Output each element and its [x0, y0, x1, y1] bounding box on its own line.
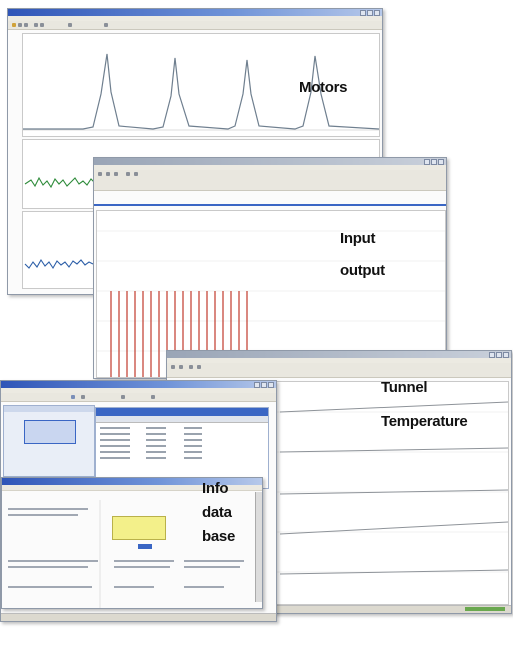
temp-trace-4 [279, 521, 508, 535]
noise-plot-svg-1 [24, 176, 104, 189]
toolbar-icon[interactable] [171, 365, 175, 369]
toolbar-icon[interactable] [98, 172, 102, 176]
status-indicator [465, 607, 505, 611]
table-columns [96, 416, 268, 423]
toolbar-icon[interactable] [151, 395, 155, 399]
infodb-subwindow: Info data base [1, 477, 263, 609]
toolbar-icon[interactable] [12, 23, 16, 27]
infodb-tree-pane[interactable] [3, 405, 95, 477]
infodb-subwindow-menubar[interactable] [2, 485, 262, 491]
close-icon[interactable] [268, 382, 274, 388]
maximize-icon[interactable] [367, 10, 373, 16]
toolbar-icon[interactable] [18, 23, 22, 27]
close-icon[interactable] [438, 159, 444, 165]
table-rows-svg [100, 427, 202, 459]
noise-trace-2 [24, 258, 94, 270]
noise-trace-1 [24, 176, 104, 189]
table-header [96, 408, 268, 416]
infodb-table-pane[interactable] [95, 407, 269, 489]
tunnel-statusbar [167, 605, 511, 613]
label-temperature: Temperature [381, 413, 468, 430]
io-window-titlebar[interactable] [94, 158, 446, 165]
noise-plot-svg-2 [24, 258, 94, 270]
tree-header [4, 406, 94, 412]
scrollbar[interactable] [255, 492, 262, 602]
toolbar-icon[interactable] [34, 23, 38, 27]
temp-trace-1 [279, 401, 508, 413]
label-motors: Motors [299, 79, 348, 96]
infodb-subwindow-titlebar[interactable] [2, 478, 262, 485]
label-output: output [340, 262, 385, 279]
io-selection-bar [94, 204, 446, 206]
toolbar-icon[interactable] [81, 395, 85, 399]
maximize-icon[interactable] [496, 352, 502, 358]
temp-trace-5 [279, 569, 508, 575]
minimize-icon[interactable] [489, 352, 495, 358]
motors-window-titlebar[interactable] [8, 9, 382, 16]
temp-trace-3 [279, 489, 508, 495]
toolbar-icon[interactable] [40, 23, 44, 27]
tunnel-window-titlebar[interactable] [167, 351, 511, 358]
tunnel-toolbar[interactable] [167, 363, 511, 378]
toolbar-icon[interactable] [189, 365, 193, 369]
label-info: Info [202, 480, 229, 497]
toolbar-icon[interactable] [179, 365, 183, 369]
toolbar-icon[interactable] [68, 23, 72, 27]
infodb-window: Info data base [0, 380, 277, 622]
toolbar-icon[interactable] [71, 395, 75, 399]
selected-cell[interactable] [138, 544, 152, 549]
minimize-icon[interactable] [254, 382, 260, 388]
toolbar-icon[interactable] [121, 395, 125, 399]
temp-trace-2 [279, 447, 508, 453]
label-tunnel: Tunnel [381, 379, 428, 396]
infodb-toolbar[interactable] [1, 393, 276, 402]
toolbar-icon[interactable] [24, 23, 28, 27]
motors-toolbar[interactable] [8, 21, 382, 30]
label-data: data [202, 504, 232, 521]
toolbar-icon[interactable] [106, 172, 110, 176]
infodb-window-titlebar[interactable] [1, 381, 276, 388]
toolbar-icon[interactable] [126, 172, 130, 176]
label-base: base [202, 528, 235, 545]
minimize-icon[interactable] [424, 159, 430, 165]
highlight-cell[interactable] [112, 516, 166, 540]
maximize-icon[interactable] [261, 382, 267, 388]
maximize-icon[interactable] [431, 159, 437, 165]
minimize-icon[interactable] [360, 10, 366, 16]
close-icon[interactable] [503, 352, 509, 358]
infodb-statusbar [1, 613, 276, 621]
tree-selected-item[interactable] [24, 420, 76, 444]
io-window: Input output [93, 157, 447, 379]
io-toolbar[interactable] [94, 170, 446, 191]
toolbar-icon[interactable] [197, 365, 201, 369]
toolbar-icon[interactable] [104, 23, 108, 27]
motors-plot[interactable] [22, 33, 380, 137]
label-input: Input [340, 230, 376, 247]
subwindow-content-svg [8, 500, 244, 608]
toolbar-icon[interactable] [134, 172, 138, 176]
close-icon[interactable] [374, 10, 380, 16]
motors-plot-svg [23, 53, 379, 131]
toolbar-icon[interactable] [114, 172, 118, 176]
motor-trace [23, 53, 379, 130]
